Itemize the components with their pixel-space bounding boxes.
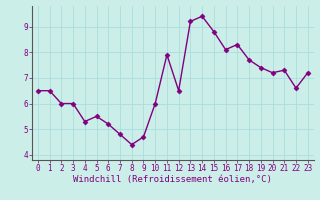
X-axis label: Windchill (Refroidissement éolien,°C): Windchill (Refroidissement éolien,°C) xyxy=(73,175,272,184)
